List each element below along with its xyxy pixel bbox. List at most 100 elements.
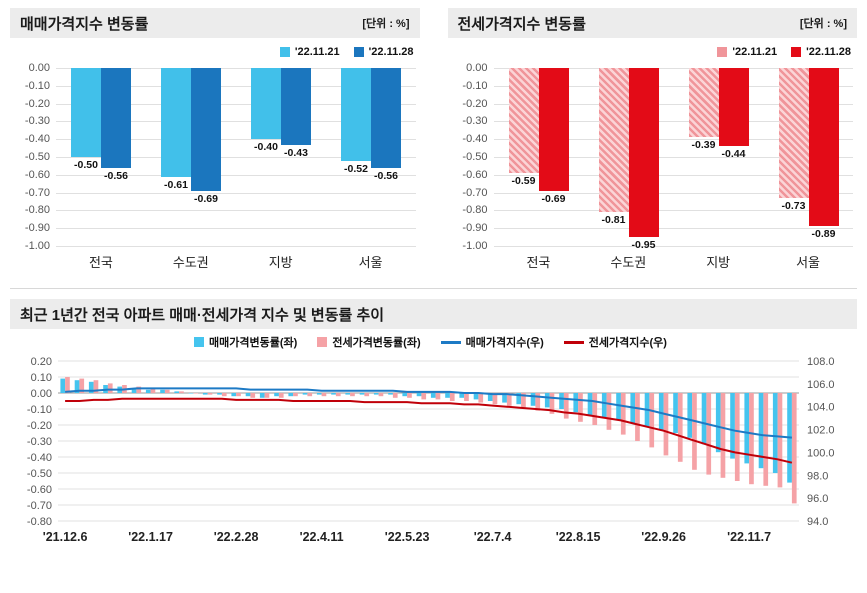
y-axis-label: -1.00	[24, 240, 50, 252]
bar	[164, 389, 170, 393]
bar-value-label: -0.40	[254, 141, 278, 154]
bar	[688, 68, 719, 138]
bar	[245, 393, 251, 397]
bar-value-label: -0.61	[164, 178, 188, 191]
bar-value-label: -0.69	[194, 192, 218, 205]
trend-panel-header: 최근 1년간 전국 아파트 매매·전세가격 지수 및 변동률 추이	[10, 299, 857, 329]
bar	[592, 393, 598, 425]
left-axis-label: -0.80	[27, 516, 52, 528]
bar	[407, 393, 412, 398]
bar-value-label: -0.43	[284, 146, 308, 159]
bar	[392, 393, 398, 398]
top-row: 매매가격지수 변동률 [단위 : %] '22.11.21 '22.11.28 -…	[10, 8, 857, 276]
bar	[706, 393, 712, 475]
legend-label: 매매가격변동률(좌)	[209, 337, 298, 349]
left-axis-label: -0.50	[27, 468, 52, 480]
bar-value-label: -0.50	[74, 159, 98, 171]
legend-label: '22.11.28	[368, 46, 414, 58]
bar	[616, 393, 621, 421]
legend-item: 매매가격변동률(좌)	[194, 334, 297, 350]
trend-panel: 최근 1년간 전국 아파트 매매·전세가격 지수 및 변동률 추이 매매가격변동…	[10, 299, 857, 568]
bar	[321, 393, 327, 397]
bar	[502, 393, 507, 403]
bar	[345, 393, 351, 395]
right-axis-label: 100.0	[807, 447, 835, 459]
grid-line	[56, 246, 416, 247]
bar	[174, 391, 180, 393]
category-label: 전국	[526, 255, 551, 270]
x-axis-label: '22.4.11	[300, 530, 344, 544]
bar	[278, 393, 284, 398]
bar	[601, 393, 607, 417]
bar	[188, 393, 194, 394]
legend-swatch	[717, 47, 728, 57]
legend-item: '22.11.28	[791, 46, 851, 58]
category-label: 서울	[796, 255, 821, 270]
bar	[535, 393, 541, 411]
right-axis-label: 108.0	[807, 356, 835, 368]
index-line	[65, 397, 793, 464]
category-labels: 전국 수도권 지방 서울	[494, 252, 854, 271]
bar	[416, 393, 422, 397]
x-axis-label: '21.12.6	[43, 530, 88, 544]
left-axis-label: -0.70	[27, 500, 52, 512]
bar-value-label: -0.81	[601, 214, 626, 227]
grid-line	[493, 103, 853, 105]
y-axis-label: -0.50	[24, 151, 50, 163]
plot-area: -0.59 -0.69 -0.81 -0.95 -0.39 -0.44 -0.73 -0.89	[493, 68, 853, 251]
trend-chart-svg: 0.20 0.10 0.00 -0.10 -0.20 -0.30 -0.40 -0.50 -0.…	[27, 356, 835, 544]
bar	[71, 68, 101, 157]
grid-line	[493, 228, 853, 230]
x-axis-label: '22.5.23	[385, 530, 430, 544]
section-divider	[10, 288, 857, 289]
grid-line	[56, 192, 416, 194]
bar	[316, 393, 322, 395]
bar	[459, 393, 465, 398]
left-axis-label: -0.30	[27, 436, 52, 448]
bar	[65, 377, 70, 393]
bar	[388, 393, 393, 395]
bar-value-label: -0.44	[721, 148, 746, 161]
jeonse-legend: '22.11.21 '22.11.28	[448, 40, 858, 64]
grid-line	[493, 68, 853, 69]
bar	[150, 388, 156, 393]
bar	[179, 391, 184, 393]
y-axis-label: -0.50	[462, 151, 488, 163]
bar	[264, 393, 270, 398]
legend-label: '22.11.21	[294, 46, 340, 58]
bar	[720, 393, 726, 478]
housing-price-dashboard: 매매가격지수 변동률 [단위 : %] '22.11.21 '22.11.28 -…	[10, 8, 857, 568]
category-label: 서울	[358, 255, 383, 270]
bar	[598, 68, 629, 213]
grid-line	[493, 157, 853, 158]
bar	[445, 393, 450, 398]
bar	[663, 393, 669, 456]
category-label: 지방	[268, 255, 293, 270]
y-axis-label: -0.70	[462, 186, 488, 199]
bar	[236, 393, 241, 397]
bar	[331, 393, 336, 395]
index-line	[65, 387, 792, 439]
y-axis-label: -0.30	[24, 115, 50, 128]
legend-item: '22.11.28	[353, 46, 414, 58]
bar	[217, 393, 222, 395]
right-axis-label: 94.0	[807, 516, 828, 528]
bar	[791, 393, 797, 504]
bar	[749, 393, 754, 485]
bar	[808, 68, 839, 227]
bar	[758, 393, 764, 469]
bar	[74, 380, 80, 393]
y-axis-label: -0.20	[24, 97, 50, 110]
bar	[274, 393, 279, 397]
right-axis-label: 104.0	[807, 402, 835, 414]
bar	[649, 393, 655, 448]
legend-swatch	[194, 337, 205, 347]
bar	[207, 393, 213, 395]
bar	[506, 393, 512, 406]
bar-value-label: -0.52	[344, 162, 368, 175]
bar	[364, 393, 370, 397]
bar	[250, 393, 256, 398]
bar	[544, 393, 550, 408]
sale-bar-chart: -0.50 -0.56 -0.61 -0.69 -0.40 -0.43 -0.52 -0.56…	[10, 62, 420, 276]
bar	[777, 393, 783, 488]
